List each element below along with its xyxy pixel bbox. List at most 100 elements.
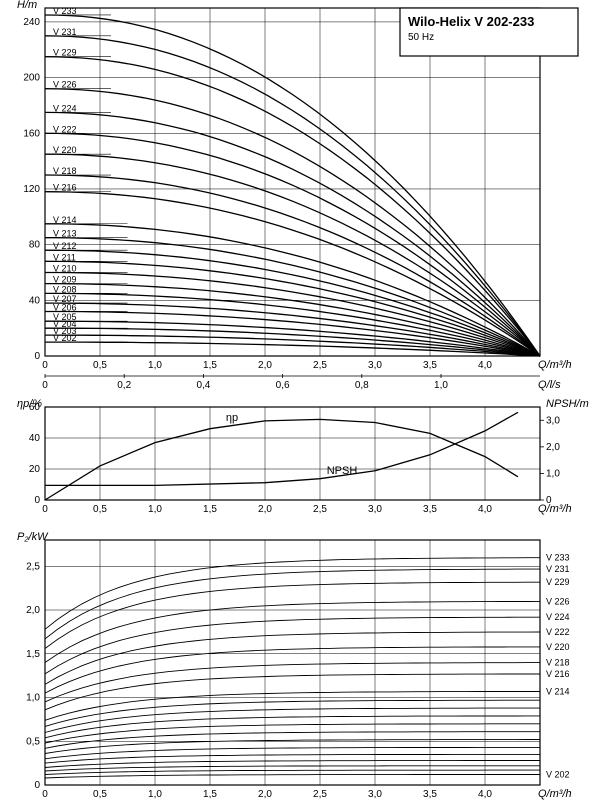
p-curve	[45, 632, 540, 684]
svg-text:2,5: 2,5	[26, 561, 40, 572]
h-series-label: V 231	[53, 27, 77, 37]
chart-title: Wilo-Helix V 202-233	[408, 14, 534, 29]
svg-text:3,5: 3,5	[423, 789, 437, 800]
h-series-label: V 208	[53, 284, 77, 294]
svg-text:2,0: 2,0	[26, 605, 40, 616]
svg-text:0: 0	[42, 504, 48, 515]
svg-text:0,5: 0,5	[93, 360, 107, 371]
svg-text:40: 40	[29, 295, 41, 306]
svg-text:3,5: 3,5	[423, 504, 437, 515]
svg-text:1,5: 1,5	[203, 360, 217, 371]
eta-annotation: ηp	[226, 412, 238, 424]
p-series-label: V 233	[546, 553, 570, 563]
svg-text:2,0: 2,0	[546, 442, 560, 453]
svg-text:1,5: 1,5	[203, 789, 217, 800]
p-curve	[45, 582, 540, 648]
h-series-label: V 207	[53, 294, 77, 304]
svg-text:80: 80	[29, 240, 41, 251]
h-series-label: V 226	[53, 80, 77, 90]
p-curve	[45, 716, 540, 738]
h-curve	[45, 224, 540, 356]
p-curve	[45, 708, 540, 732]
p-series-label: V 229	[546, 577, 570, 587]
p-series-label: V 226	[546, 596, 570, 606]
h-series-label: V 224	[53, 103, 77, 113]
p-curve	[45, 617, 540, 674]
svg-text:0,6: 0,6	[276, 380, 290, 391]
svg-text:0: 0	[546, 495, 552, 506]
p-curve	[45, 663, 540, 702]
svg-text:1,0: 1,0	[148, 360, 162, 371]
p-curve	[45, 558, 540, 630]
p-curve	[45, 700, 540, 726]
svg-text:3,0: 3,0	[368, 789, 382, 800]
svg-text:2,5: 2,5	[313, 504, 327, 515]
svg-text:40: 40	[29, 433, 41, 444]
svg-text:4,0: 4,0	[478, 504, 492, 515]
h-series-label: V 213	[53, 229, 77, 239]
svg-text:200: 200	[23, 73, 40, 84]
svg-text:20: 20	[29, 464, 41, 475]
svg-text:1,0: 1,0	[434, 380, 448, 391]
h-series-label: V 216	[53, 183, 77, 193]
svg-text:0,2: 0,2	[117, 380, 131, 391]
svg-text:0: 0	[42, 360, 48, 371]
svg-text:0: 0	[42, 380, 48, 391]
panel-eta-npsh: 00,51,01,52,02,53,03,54,0Q/m³/h0204060ηp…	[17, 398, 589, 515]
h-series-label: V 210	[53, 263, 77, 273]
svg-text:P₂/kW: P₂/kW	[17, 531, 49, 543]
svg-text:0: 0	[34, 495, 40, 506]
p-series-label: V 222	[546, 627, 570, 637]
h-curve	[45, 321, 540, 356]
h-series-label: V 222	[53, 124, 77, 134]
p-series-label: V 218	[546, 658, 570, 668]
svg-text:160: 160	[23, 128, 40, 139]
svg-text:3,0: 3,0	[368, 360, 382, 371]
svg-text:Q/l/s: Q/l/s	[538, 379, 561, 391]
p-series-label: V 214	[546, 686, 570, 696]
svg-text:2,5: 2,5	[313, 789, 327, 800]
svg-text:1,5: 1,5	[26, 649, 40, 660]
h-series-label: V 229	[53, 48, 77, 58]
svg-text:1,0: 1,0	[546, 468, 560, 479]
svg-text:NPSH/m: NPSH/m	[546, 398, 589, 410]
svg-text:4,0: 4,0	[478, 789, 492, 800]
npsh-curve	[45, 412, 518, 485]
h-series-label: V 205	[53, 312, 77, 322]
p-series-label: V 224	[546, 612, 570, 622]
h-series-label: V 233	[53, 6, 77, 16]
p-series-label: V 231	[546, 564, 570, 574]
eta-curve	[45, 419, 518, 500]
p-series-label: V 220	[546, 642, 570, 652]
h-series-label: V 209	[53, 275, 77, 285]
svg-text:Q/m³/h: Q/m³/h	[538, 503, 572, 515]
svg-text:1,0: 1,0	[26, 693, 40, 704]
svg-text:2,5: 2,5	[313, 360, 327, 371]
svg-text:0,8: 0,8	[355, 380, 369, 391]
svg-text:H/m: H/m	[17, 0, 37, 11]
npsh-annotation: NPSH	[327, 465, 358, 477]
svg-text:0: 0	[34, 780, 40, 791]
svg-text:0,5: 0,5	[93, 789, 107, 800]
panel-power-curves: 00,51,01,52,02,53,03,54,0Q/m³/h00,51,01,…	[17, 531, 572, 800]
svg-text:Q/m³/h: Q/m³/h	[538, 788, 572, 800]
svg-text:2,0: 2,0	[258, 789, 272, 800]
svg-text:2,0: 2,0	[258, 504, 272, 515]
svg-text:ηp/%: ηp/%	[17, 398, 42, 410]
svg-text:0,5: 0,5	[26, 736, 40, 747]
p-curve	[45, 569, 540, 639]
chart-subtitle: 50 Hz	[408, 32, 434, 43]
svg-text:240: 240	[23, 17, 40, 28]
svg-text:120: 120	[23, 184, 40, 195]
p-curve	[45, 747, 540, 758]
p-curve	[45, 770, 540, 774]
svg-text:1,5: 1,5	[203, 504, 217, 515]
svg-text:3,0: 3,0	[546, 415, 560, 426]
svg-text:1,0: 1,0	[148, 504, 162, 515]
h-curve	[45, 342, 540, 356]
h-series-label: V 218	[53, 166, 77, 176]
p-curve	[45, 740, 540, 754]
svg-text:0: 0	[34, 351, 40, 362]
svg-text:Q/m³/h: Q/m³/h	[538, 359, 572, 371]
h-curve	[45, 112, 540, 356]
